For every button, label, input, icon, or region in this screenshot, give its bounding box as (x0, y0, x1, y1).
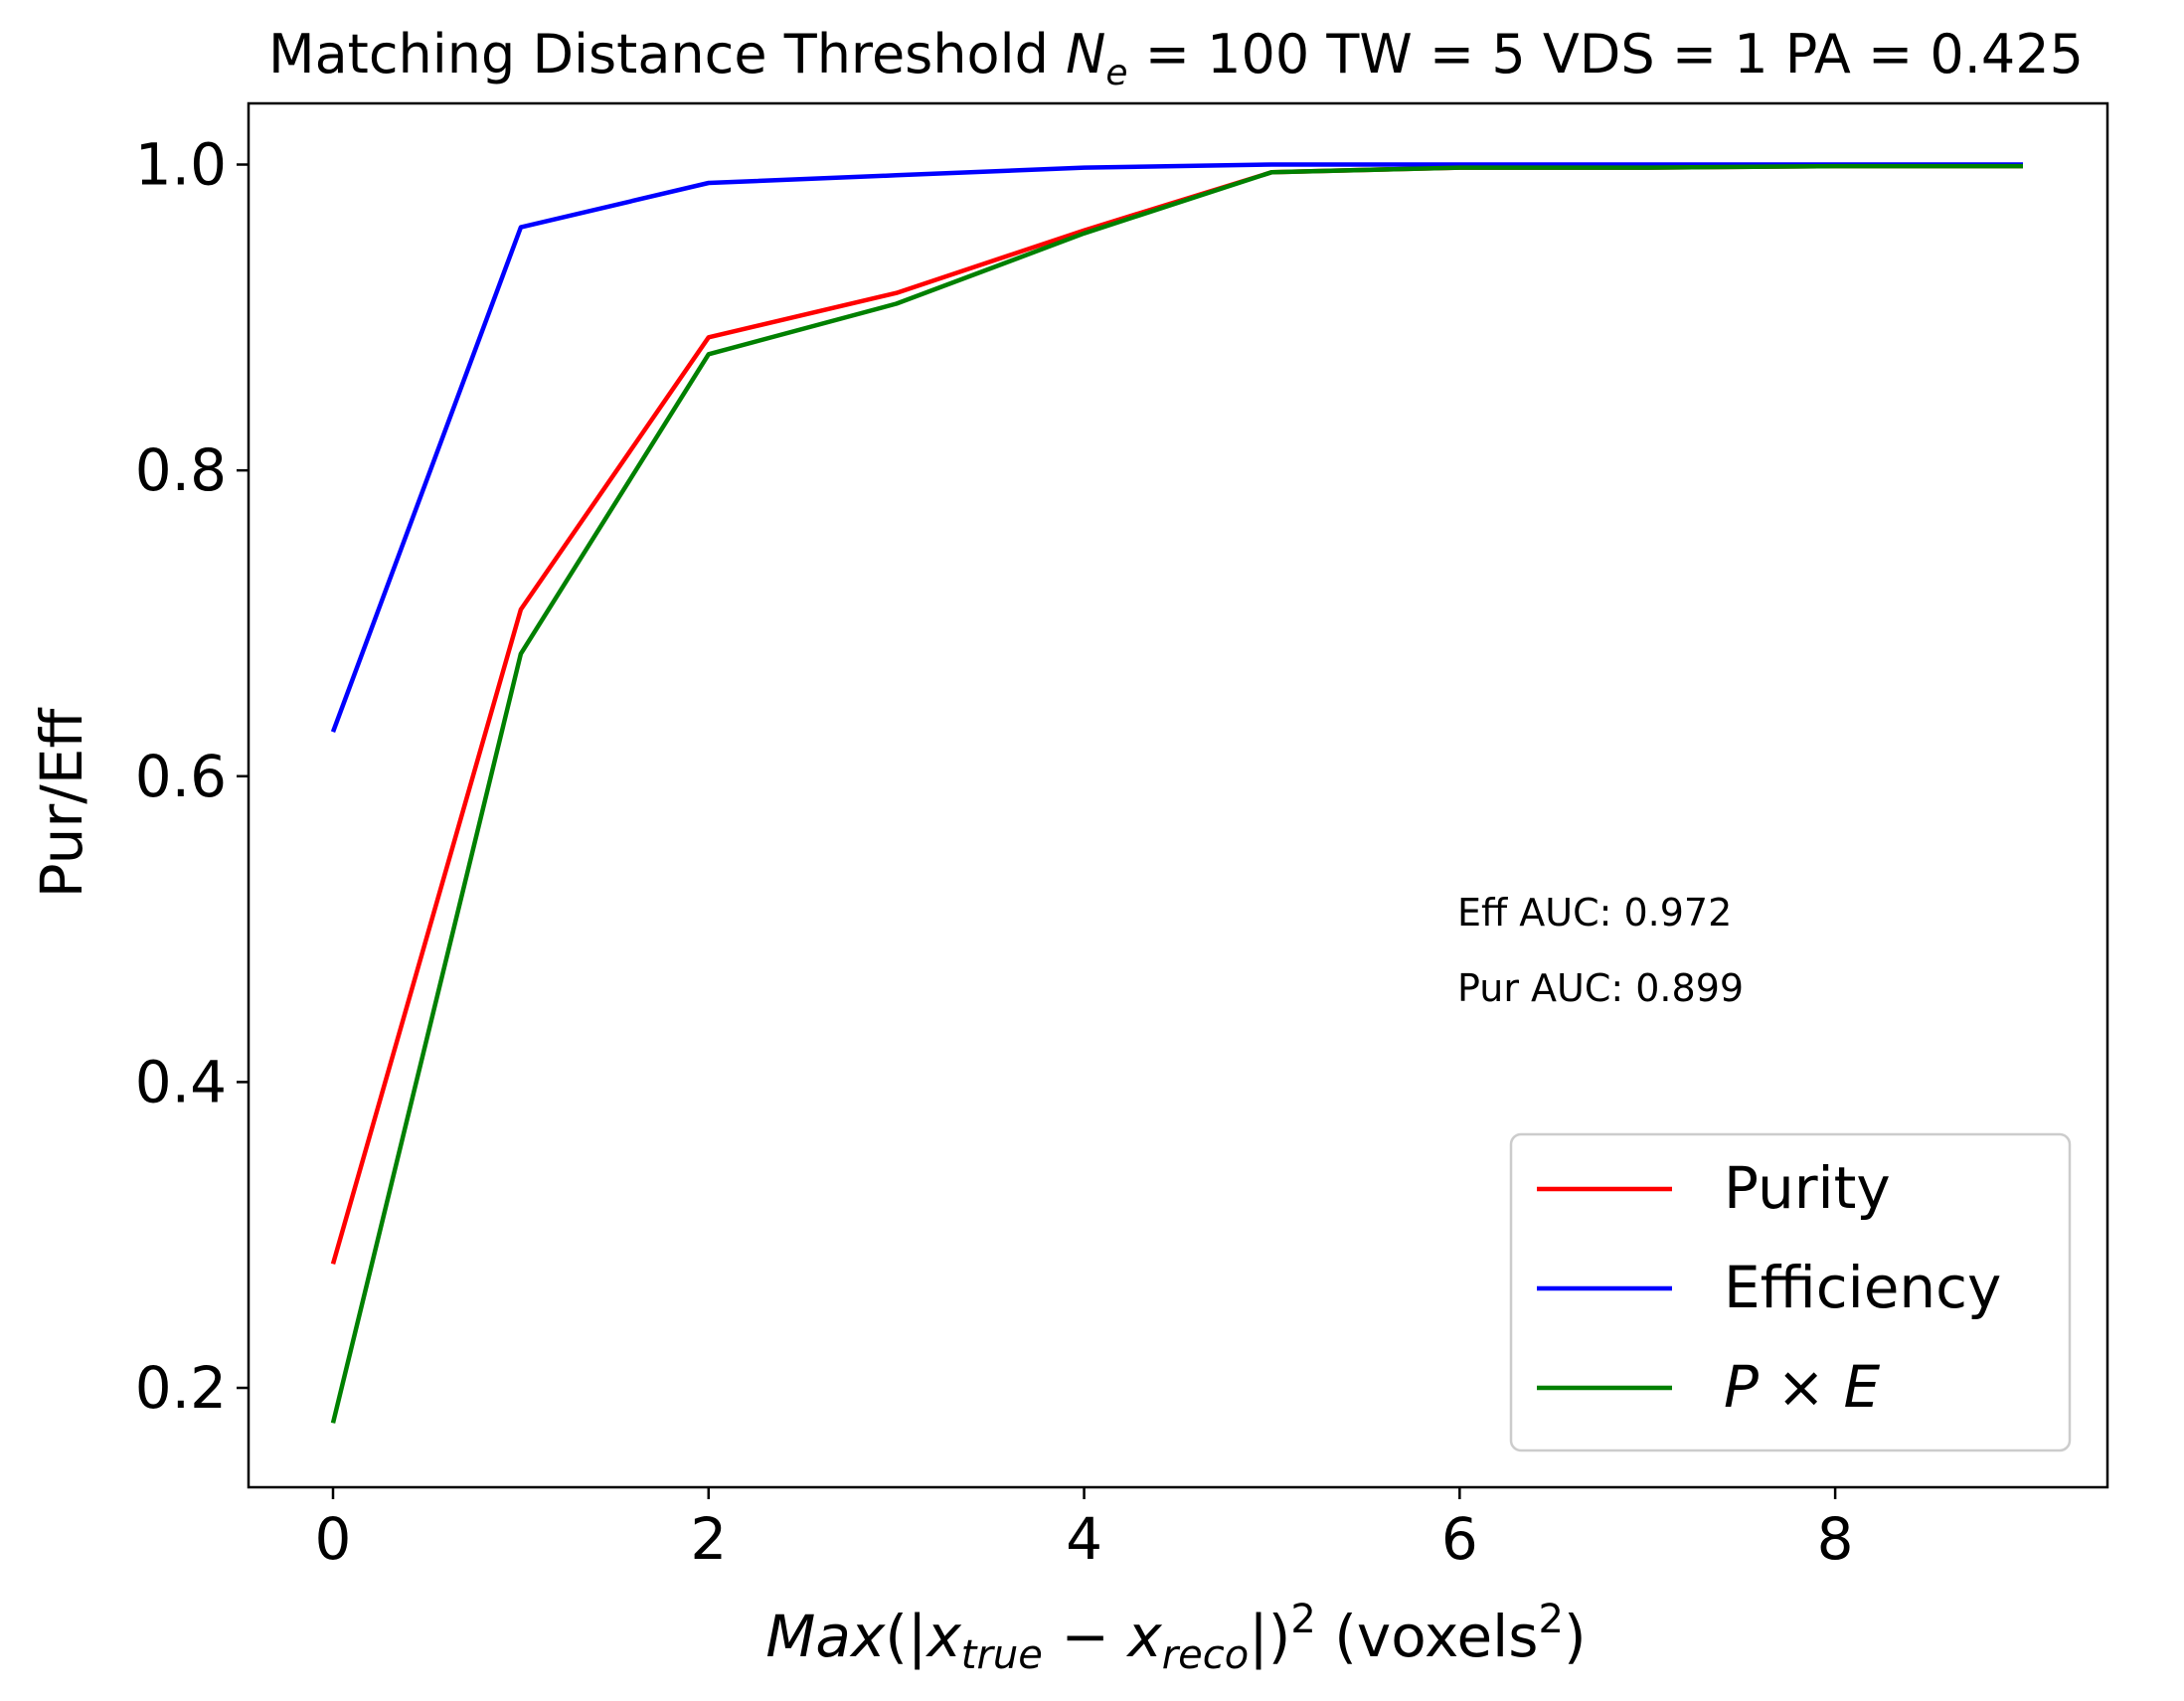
y-tick-label: 0.4 (135, 1048, 227, 1115)
pxe-line (330, 163, 2023, 1424)
plot-frame (247, 101, 2109, 1489)
x-tick-label: 8 (1817, 1505, 1854, 1573)
y-tick-label: 0.2 (135, 1354, 227, 1422)
pur-auc-annotation: Pur AUC: 0.899 (1457, 966, 1744, 1010)
legend-label-efficiency: Efficiency (1724, 1254, 2001, 1321)
series-lines (330, 162, 2023, 1424)
y-axis-label: Pur/Eff (28, 707, 95, 899)
y-tick-label: 0.8 (135, 436, 227, 504)
chart-title: Matching Distance Threshold Ne = 100 TW … (268, 23, 2084, 93)
x-tick-label: 6 (1441, 1505, 1478, 1573)
x-axis-label: Max(|xtrue − xreco|)2 (voxels2) (765, 1597, 1586, 1678)
efficiency-line (330, 162, 2023, 733)
eff-auc-annotation: Eff AUC: 0.972 (1457, 891, 1732, 935)
legend: Purity Efficiency P × E (1509, 1132, 2072, 1452)
x-tick-label: 2 (690, 1505, 727, 1573)
legend-box (1509, 1132, 2072, 1452)
axis-ticks: 0 2 4 6 8 0.2 0.4 0.6 0.8 1.0 (135, 131, 1854, 1573)
legend-label-pxe: P × E (1724, 1353, 1880, 1421)
x-tick-label: 0 (315, 1505, 352, 1573)
y-tick-label: 0.6 (135, 743, 227, 810)
x-tick-label: 4 (1066, 1505, 1102, 1573)
legend-label-purity: Purity (1724, 1154, 1891, 1222)
y-tick-label: 1.0 (135, 131, 227, 199)
